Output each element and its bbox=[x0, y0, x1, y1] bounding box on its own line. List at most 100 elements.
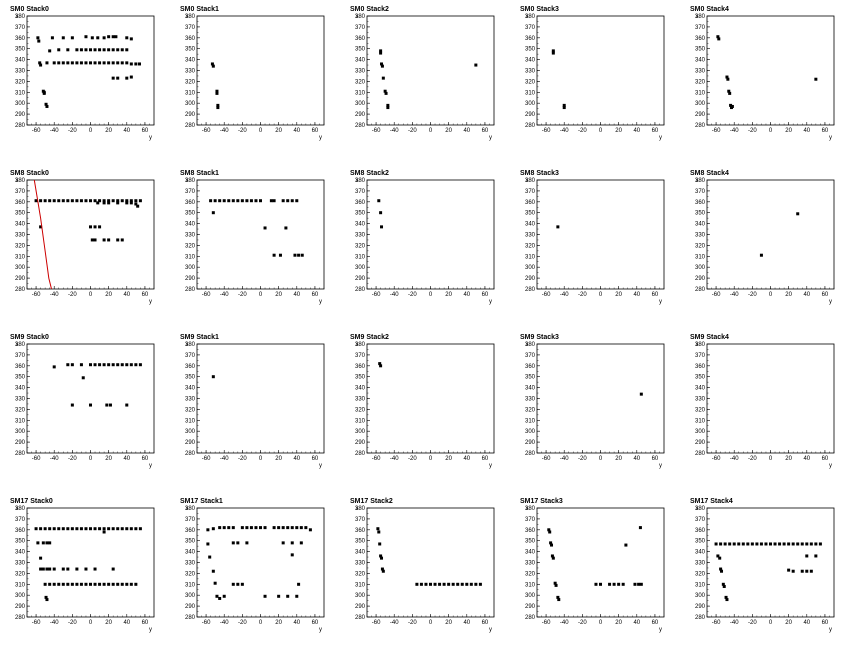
y-tick-label: 330 bbox=[15, 233, 26, 239]
data-point bbox=[93, 567, 97, 571]
data-point bbox=[633, 582, 637, 586]
data-point bbox=[79, 582, 83, 586]
y-tick-label: 380 bbox=[525, 14, 536, 20]
y-tick-label: 370 bbox=[525, 517, 536, 523]
data-point bbox=[208, 555, 212, 559]
data-point bbox=[125, 403, 129, 407]
data-point bbox=[278, 253, 282, 257]
x-tick-label: -20 bbox=[238, 620, 247, 626]
data-point bbox=[730, 104, 734, 108]
scatter-plot: 280 290 300 310 320 330 340 350 360 370 380 -60 -40 -… bbox=[695, 506, 835, 633]
data-point bbox=[281, 199, 285, 203]
x-tick-label: -40 bbox=[390, 620, 399, 626]
y-tick-label: 280 bbox=[695, 451, 706, 457]
data-point bbox=[231, 199, 235, 203]
x-tick-label: 20 bbox=[445, 292, 452, 298]
stack-panel: SM8 Stack4 280 290 300 310 320 330 340 350 360 370… bbox=[680, 164, 850, 328]
data-point bbox=[800, 569, 804, 573]
data-point bbox=[98, 48, 102, 52]
y-tick-label: 340 bbox=[695, 222, 706, 228]
x-tick-label: 40 bbox=[633, 620, 640, 626]
data-point bbox=[556, 225, 560, 229]
data-point bbox=[129, 201, 133, 205]
data-point bbox=[211, 64, 215, 68]
x-tick-label: 60 bbox=[822, 620, 829, 626]
data-point bbox=[637, 582, 641, 586]
data-point bbox=[48, 199, 52, 203]
data-point bbox=[70, 527, 74, 531]
data-point bbox=[116, 48, 120, 52]
y-tick-label: 380 bbox=[15, 178, 26, 184]
y-tick-label: 310 bbox=[525, 582, 536, 588]
y-tick-label: 340 bbox=[525, 550, 536, 556]
data-point bbox=[102, 238, 106, 242]
data-point bbox=[125, 36, 129, 40]
data-point bbox=[447, 582, 451, 586]
scatter-plot: 280 290 300 310 320 330 340 350 360 370 380 -60 -40 -… bbox=[15, 178, 155, 305]
y-tick-label: 290 bbox=[15, 276, 26, 282]
data-point bbox=[116, 201, 120, 205]
data-point bbox=[116, 238, 120, 242]
data-point bbox=[114, 35, 118, 39]
data-point bbox=[93, 527, 97, 531]
y-tick-label: 350 bbox=[185, 47, 196, 53]
y-tick-label: 280 bbox=[695, 615, 706, 621]
data-point bbox=[52, 527, 56, 531]
data-point bbox=[111, 582, 115, 586]
data-point bbox=[129, 363, 133, 367]
scatter-plot: 280 290 300 310 320 330 340 350 360 370 380 -60 -40 -… bbox=[695, 178, 835, 305]
data-point bbox=[213, 581, 217, 585]
data-point bbox=[379, 49, 383, 53]
y-tick-label: 310 bbox=[695, 418, 706, 424]
y-tick-label: 280 bbox=[525, 451, 536, 457]
data-point bbox=[796, 212, 800, 216]
panel-title: SM9 Stack0 bbox=[10, 334, 49, 341]
y-tick-label: 320 bbox=[15, 407, 26, 413]
plot-frame bbox=[536, 15, 665, 126]
data-point bbox=[293, 253, 297, 257]
data-point bbox=[116, 363, 120, 367]
data-point bbox=[79, 61, 83, 65]
data-point bbox=[424, 582, 428, 586]
data-point bbox=[741, 542, 745, 546]
y-tick-label: 330 bbox=[355, 561, 366, 567]
x-tick-label: 60 bbox=[822, 456, 829, 462]
x-tick-label: 20 bbox=[615, 128, 622, 134]
data-point bbox=[52, 567, 56, 571]
x-tick-label: -60 bbox=[712, 128, 721, 134]
data-point bbox=[286, 526, 290, 530]
y-tick-label: 320 bbox=[355, 407, 366, 413]
data-point bbox=[89, 48, 92, 52]
x-axis-label: y bbox=[149, 463, 152, 469]
stack-panel: SM8 Stack1 280 290 300 310 320 330 340 350 360 370… bbox=[170, 164, 340, 328]
y-tick-label: 300 bbox=[695, 593, 706, 599]
data-point bbox=[809, 569, 813, 573]
plot-frame bbox=[366, 179, 495, 290]
data-point bbox=[44, 595, 48, 599]
y-tick-label: 290 bbox=[355, 276, 366, 282]
x-axis-label: y bbox=[659, 299, 662, 305]
data-point bbox=[284, 226, 288, 230]
x-tick-label: 40 bbox=[803, 128, 810, 134]
plot-frame bbox=[26, 15, 155, 126]
x-tick-label: 40 bbox=[633, 292, 640, 298]
y-tick-label: 360 bbox=[15, 364, 26, 370]
data-point bbox=[380, 64, 384, 68]
data-point bbox=[456, 582, 460, 586]
data-point bbox=[211, 211, 215, 215]
x-axis-label: y bbox=[659, 627, 662, 633]
plot-frame bbox=[26, 343, 155, 454]
y-axis-label: x bbox=[696, 14, 699, 20]
data-point bbox=[216, 103, 220, 107]
data-point bbox=[107, 238, 111, 242]
data-point bbox=[639, 582, 643, 586]
data-point bbox=[714, 542, 718, 546]
data-point bbox=[818, 542, 822, 546]
y-tick-label: 360 bbox=[525, 200, 536, 206]
y-tick-label: 280 bbox=[15, 451, 26, 457]
data-point bbox=[98, 225, 102, 229]
y-tick-label: 380 bbox=[695, 14, 706, 20]
x-tick-label: -40 bbox=[730, 620, 739, 626]
y-tick-label: 280 bbox=[525, 615, 536, 621]
y-tick-label: 350 bbox=[695, 375, 706, 381]
